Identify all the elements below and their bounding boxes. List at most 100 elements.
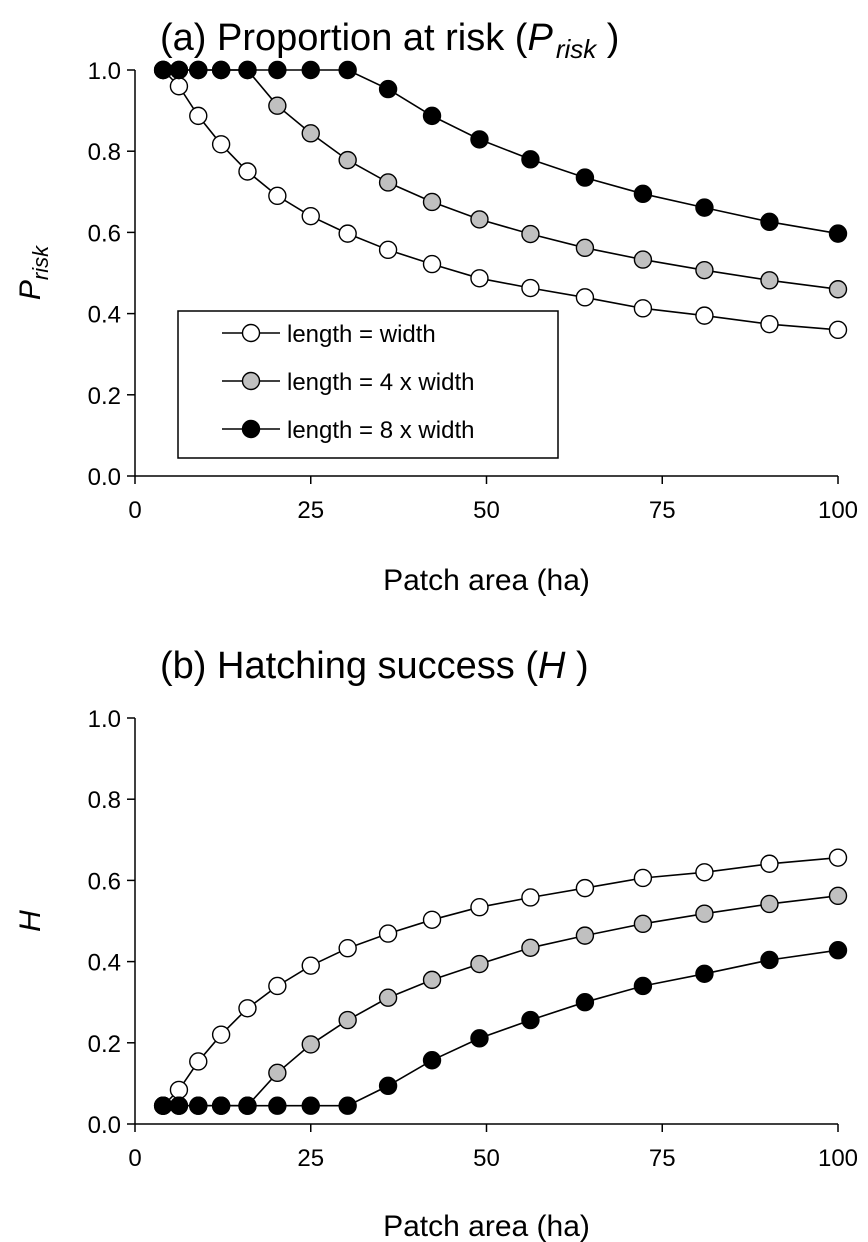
data-point	[301, 206, 320, 226]
y-axis-label-symbol: P	[14, 280, 47, 300]
chart-panel-a: (a) Proportion at risk ( P risk ) 0.0 0.2 0.4…	[14, 17, 858, 597]
data-point	[521, 150, 540, 169]
data-point	[521, 1010, 540, 1030]
series-line	[163, 69, 839, 290]
series-line	[162, 69, 839, 331]
legend: length = width length = 4 x width length =…	[177, 310, 559, 459]
data-point	[301, 1035, 320, 1054]
data-point	[633, 299, 653, 318]
data-point	[301, 60, 320, 80]
x-tick-label: 50	[473, 497, 500, 524]
legend-box	[177, 310, 559, 459]
data-point	[268, 1063, 287, 1083]
chart-panel-b: (b) Hatching success (H )0.00.20.40.60.8…	[14, 645, 858, 1242]
data-point	[633, 914, 653, 934]
data-point	[760, 314, 779, 334]
data-point	[378, 988, 398, 1007]
data-point	[575, 238, 595, 258]
data-point	[338, 1010, 357, 1030]
data-point	[169, 77, 189, 96]
data-point	[470, 269, 489, 288]
data-point	[338, 150, 357, 170]
x-tick-label: 75	[649, 497, 676, 524]
y-tick-label: 1.0	[88, 58, 121, 85]
data-point	[828, 848, 848, 867]
data-point	[338, 939, 357, 958]
data-point	[695, 260, 714, 280]
data-point	[238, 1096, 257, 1115]
data-point	[575, 168, 595, 187]
data-point	[268, 96, 287, 115]
series-line	[163, 949, 839, 1107]
x-tick-label: 50	[473, 1145, 500, 1172]
series-1	[153, 60, 848, 340]
data-point	[238, 162, 257, 181]
data-point	[760, 894, 779, 914]
y-tick-label: 0.0	[88, 464, 121, 491]
y-tick-label: 1.0	[88, 706, 121, 733]
data-point	[470, 954, 489, 974]
data-point	[268, 60, 287, 80]
data-point	[828, 941, 848, 960]
data-point	[422, 254, 442, 274]
legend-marker	[241, 323, 261, 343]
data-point	[268, 1096, 287, 1115]
chart-title-subscript: risk	[556, 34, 598, 64]
y-tick-label: 0.6	[88, 220, 121, 247]
data-point	[575, 878, 595, 898]
data-point	[828, 320, 848, 340]
data-point	[268, 186, 287, 206]
data-point	[338, 224, 357, 243]
data-point	[189, 1096, 208, 1115]
data-point	[828, 886, 848, 906]
data-point	[211, 60, 231, 80]
y-tick-label: 0.2	[88, 383, 121, 410]
data-point	[575, 288, 595, 307]
data-point	[189, 1052, 208, 1071]
data-point	[760, 212, 779, 232]
data-point	[470, 130, 489, 149]
x-axis-label: Patch area (ha)	[383, 1210, 590, 1242]
data-point	[422, 910, 442, 929]
x-axis-label: Patch area (ha)	[383, 564, 590, 597]
data-point	[760, 950, 779, 970]
data-point	[422, 970, 442, 990]
y-axis-label-symbol: H	[14, 910, 47, 932]
data-point	[828, 224, 848, 243]
data-point	[301, 956, 320, 975]
data-point	[633, 976, 653, 996]
data-point	[422, 192, 442, 212]
data-point	[760, 271, 779, 290]
data-point	[633, 184, 653, 204]
data-point	[633, 868, 653, 888]
data-point	[760, 854, 779, 873]
series-line	[162, 856, 839, 1107]
x-tick-label: 100	[818, 1145, 858, 1172]
data-point	[169, 1080, 189, 1100]
x-tick-label: 100	[818, 497, 858, 524]
legend-marker	[241, 371, 261, 391]
legend-marker	[241, 419, 261, 439]
y-tick-label: 0.4	[88, 950, 121, 977]
chart-title-suffix: )	[596, 17, 619, 59]
data-point	[470, 1029, 489, 1048]
data-point	[189, 60, 208, 80]
y-tick-label: 0.8	[88, 139, 121, 166]
chart-title-prefix: (a) Proportion at risk (	[160, 17, 528, 59]
data-point	[301, 1096, 320, 1115]
data-point	[470, 210, 489, 229]
data-point	[422, 1051, 442, 1070]
y-tick-label: 0.4	[88, 302, 121, 329]
data-point	[238, 60, 257, 80]
data-point	[378, 924, 398, 943]
series-1	[153, 848, 848, 1115]
y-tick-label: 0.6	[88, 868, 121, 895]
data-point	[378, 240, 398, 260]
x-tick-label: 25	[297, 1145, 324, 1172]
chart-title-symbol: H	[538, 645, 566, 687]
data-point	[521, 888, 540, 907]
x-tick-label: 0	[128, 1145, 141, 1172]
data-point	[169, 60, 189, 80]
data-point	[695, 198, 714, 217]
data-point	[633, 250, 653, 269]
